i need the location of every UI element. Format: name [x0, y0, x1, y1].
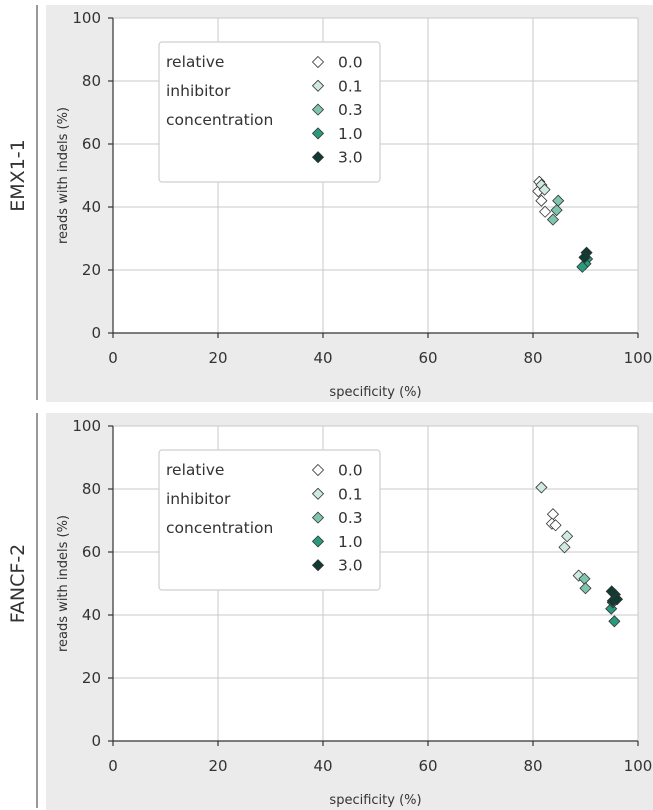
legend-marker-0-0: [311, 55, 325, 69]
x-axis-title: specificity (%): [329, 385, 421, 400]
y-tick-label: 80: [82, 72, 101, 90]
x-tick-label: 40: [313, 349, 332, 367]
data-point-0-1: [538, 183, 551, 196]
y-tick-label: 20: [82, 669, 101, 687]
legend-label-0-3: 0.3: [338, 509, 363, 527]
legend-title-line: relative: [166, 53, 224, 71]
data-points: [532, 175, 594, 273]
legend-title-line: relative: [166, 461, 224, 479]
legend-label-0-1: 0.1: [338, 77, 363, 95]
y-tick-label: 40: [82, 606, 101, 624]
legend-title-line: inhibitor: [166, 82, 231, 100]
x-tick-label: 60: [418, 757, 437, 775]
row-label: FANCF-2: [7, 544, 29, 624]
x-tick-label: 60: [418, 349, 437, 367]
x-tick-label: 80: [523, 757, 542, 775]
data-point-0-1: [561, 530, 574, 543]
legend-marker-1-0: [311, 535, 325, 548]
data-point-0-0: [535, 194, 548, 207]
x-tick-label: 100: [624, 349, 653, 367]
y-tick-label: 0: [91, 732, 101, 750]
data-point-1-0: [608, 615, 621, 628]
fancf-chart-panel: FANCF-2 0 20 40 60 80 100 0 20 40 60 80 100 specifici…: [0, 408, 653, 810]
legend: relative inhibitor concentration 0.0 0.1 0.3 1…: [158, 41, 381, 183]
x-axis-title: specificity (%): [329, 793, 421, 808]
emx1-chart: EMX1-1 0 20 40 60 80 100 0 20 40 60 80 100 specificit…: [7, 5, 653, 402]
legend-label-0-3: 0.3: [338, 101, 363, 119]
data-point-0-0: [539, 205, 552, 218]
legend-marker-0-1: [311, 487, 325, 500]
y-tick-label: 60: [82, 543, 101, 561]
y-tick-label: 40: [82, 198, 101, 216]
y-axis-title: reads with indels (%): [56, 107, 71, 244]
data-point-0-1: [558, 541, 571, 554]
legend-marker-3-0: [311, 559, 325, 572]
x-tick-label: 20: [208, 757, 227, 775]
legend: relative inhibitor concentration 0.0 0.1 0.3 1…: [158, 449, 381, 591]
legend-label-0-1: 0.1: [338, 485, 363, 503]
legend-marker-0-1: [311, 79, 325, 92]
legend-marker-3-0: [311, 151, 325, 164]
y-axis-title: reads with indels (%): [56, 515, 71, 652]
data-point-0-3: [546, 213, 560, 226]
y-tick-label: 60: [82, 135, 101, 153]
legend-label-0-0: 0.0: [338, 462, 363, 480]
legend-label-3-0: 3.0: [338, 149, 363, 167]
row-label: EMX1-1: [7, 139, 29, 211]
y-tick-label: 100: [72, 417, 101, 435]
data-point-3-0: [610, 593, 624, 606]
x-tick-label: 0: [108, 757, 118, 775]
x-tick-label: 40: [313, 757, 332, 775]
data-point-0-0: [549, 519, 562, 532]
legend-label-0-0: 0.0: [338, 54, 363, 72]
emx1-chart-panel: EMX1-1 0 20 40 60 80 100 0 20 40 60 80 100 specificit…: [0, 0, 653, 402]
legend-label-1-0: 1.0: [338, 533, 363, 551]
x-tick-label: 20: [208, 349, 227, 367]
data-point-0-1: [535, 481, 548, 494]
legend-marker-0-0: [311, 463, 325, 477]
x-tick-label: 80: [523, 349, 542, 367]
data-point-0-3: [550, 204, 563, 217]
y-tick-label: 20: [82, 261, 101, 279]
legend-marker-0-3: [311, 103, 325, 116]
legend-marker-1-0: [311, 127, 325, 140]
legend-marker-0-3: [311, 511, 325, 524]
y-tick-label: 0: [91, 324, 101, 342]
fancf-chart: FANCF-2 0 20 40 60 80 100 0 20 40 60 80 100 specifici…: [7, 413, 653, 810]
x-tick-label: 0: [108, 349, 118, 367]
y-tick-label: 100: [72, 9, 101, 27]
data-point-3-0: [578, 251, 591, 264]
x-tick-label: 100: [624, 757, 653, 775]
legend-title-line: concentration: [166, 519, 273, 537]
data-point-1-0: [576, 260, 589, 273]
data-point-0-3: [579, 582, 592, 595]
legend-box: [158, 41, 381, 183]
legend-label-1-0: 1.0: [338, 125, 363, 143]
legend-label-3-0: 3.0: [338, 557, 363, 575]
legend-box: [158, 449, 381, 591]
y-tick-label: 80: [82, 480, 101, 498]
legend-title-line: concentration: [166, 111, 273, 129]
data-points: [535, 481, 624, 628]
legend-title-line: inhibitor: [166, 490, 231, 508]
